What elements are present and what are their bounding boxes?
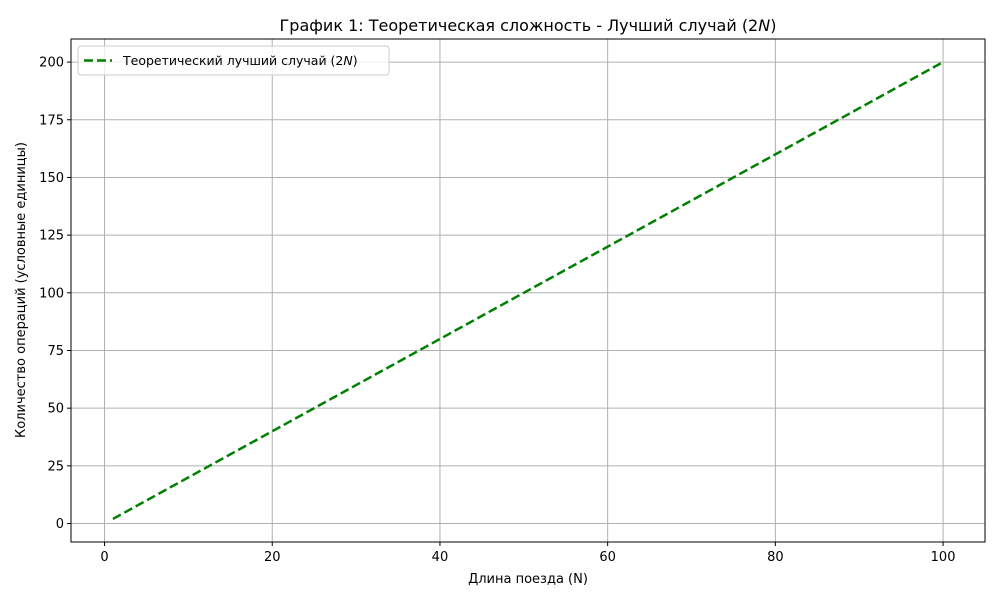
- y-tick-label: 175: [39, 113, 64, 128]
- legend-box: [77, 45, 390, 76]
- x-axis-label: Длина поезда (N): [468, 572, 588, 587]
- plot-frame: [70, 38, 986, 543]
- grid-lines: [71, 39, 985, 542]
- x-tick-label: 20: [264, 550, 281, 565]
- series-lines: [112, 60, 944, 521]
- legend-label: Теоретический лучший случай (2N): [122, 53, 358, 68]
- y-tick-label: 100: [39, 286, 64, 301]
- chart-title: График 1: Теоретическая сложность - Лучш…: [280, 16, 777, 35]
- x-tick-label: 40: [432, 550, 449, 565]
- y-tick-label: 150: [39, 171, 64, 186]
- y-axis-label: Количество операций (условные единицы): [14, 142, 29, 438]
- y-tick-label: 200: [39, 56, 64, 71]
- y-tick-label: 50: [47, 402, 64, 417]
- x-tick-label: 80: [767, 550, 784, 565]
- legend: Теоретический лучший случай (2N): [77, 45, 390, 76]
- series-line: [112, 60, 944, 521]
- y-tick-label: 75: [47, 344, 64, 359]
- y-tick-label: 0: [56, 517, 64, 532]
- y-tick-label: 125: [39, 229, 64, 244]
- y-tick-label: 25: [47, 459, 64, 474]
- x-tick-label: 0: [100, 550, 108, 565]
- axis-ticks: 0 20 40 60 80 100 0 25 50 75 100 125 150 175 200: [39, 56, 955, 565]
- x-tick-label: 100: [931, 550, 956, 565]
- x-tick-label: 60: [599, 550, 616, 565]
